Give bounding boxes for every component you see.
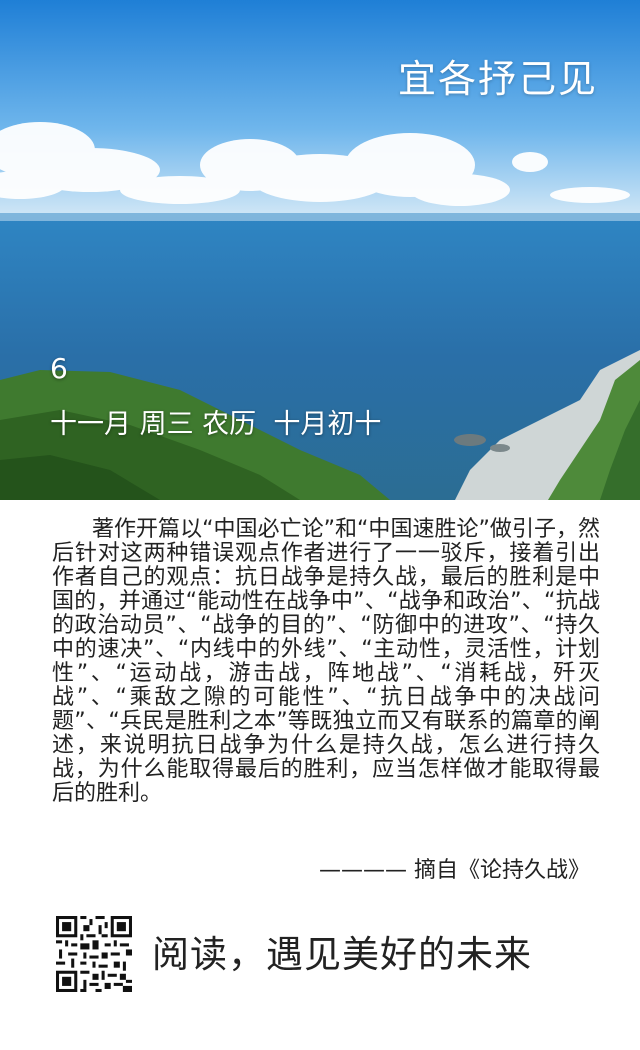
slogan: 阅读，遇见美好的未来	[152, 933, 532, 976]
article-source: ———— 摘自《论持久战》	[319, 858, 590, 883]
day-number: 6	[50, 352, 68, 385]
footer: 阅读，遇见美好的未来	[56, 916, 596, 992]
article-text: 著作开篇以“中国必亡论”和“中国速胜论”做引子，然后针对这两种错误观点作者进行了…	[52, 517, 600, 806]
seascape-image	[0, 0, 640, 500]
page-title: 宜各抒己见	[397, 57, 598, 101]
qr-code-icon[interactable]	[56, 916, 132, 992]
hero-image	[0, 0, 640, 500]
date-line: 十一月 周三 农历 十月初十	[50, 409, 382, 440]
